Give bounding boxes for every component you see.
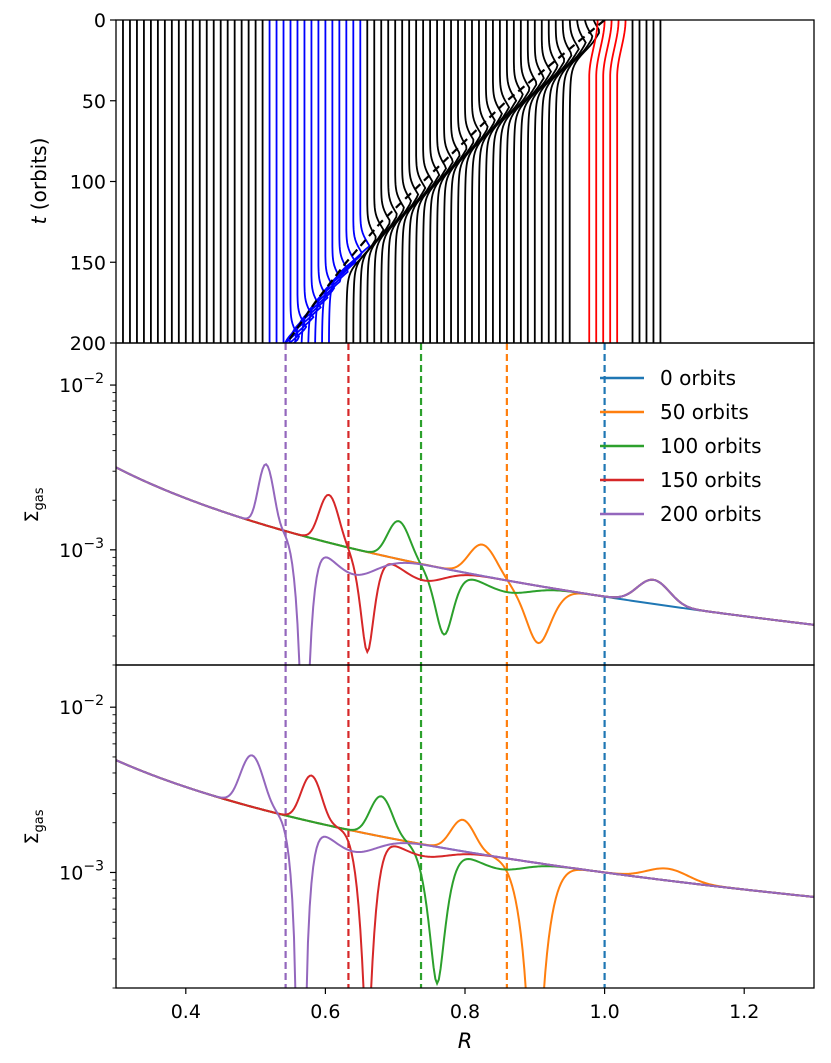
top-panel: 0 50 100 150 200 t (orbits)	[27, 10, 662, 355]
bottom-plot-area	[116, 665, 814, 988]
trajectory-line	[321, 20, 363, 343]
trajectory-lines	[122, 20, 662, 343]
trajectory-line	[457, 20, 489, 343]
trajectory-line	[289, 20, 300, 343]
x-tick-label: 1.0	[589, 1001, 619, 1023]
trajectory-line	[328, 20, 371, 343]
y-tick-label: 10−2	[59, 371, 104, 397]
trajectory-line	[595, 20, 606, 343]
trajectory-line	[568, 20, 600, 343]
trajectory-line	[380, 20, 413, 343]
top-ylabel: t (orbits)	[27, 138, 51, 225]
trajectory-line	[616, 20, 627, 343]
resonance-track	[286, 20, 606, 343]
series-line	[116, 463, 814, 665]
trajectory-line	[547, 20, 580, 343]
legend-label: 200 orbits	[660, 502, 762, 526]
y-tick-label: 100	[70, 172, 106, 194]
bottom-y-ticks: 10−2 10−3	[59, 693, 116, 989]
trajectory-line	[492, 20, 524, 343]
trajectory-line	[366, 20, 398, 343]
middle-y-ticks: 10−2 10−3	[59, 371, 116, 666]
trajectory-line	[394, 20, 427, 343]
series-line	[116, 759, 814, 898]
trajectory-line	[526, 20, 559, 343]
middle-panel: 10−2 10−3 Σgas 0 orbits 50 orbits 100 orbit…	[21, 343, 814, 666]
trajectory-line	[512, 20, 545, 343]
y-tick-label: 200	[70, 333, 106, 355]
trajectory-line	[284, 20, 315, 343]
trajectory-line	[464, 20, 496, 343]
trajectory-line	[533, 20, 566, 343]
trajectory-line	[408, 20, 441, 343]
bottom-panel: 10−2 10−3 0.4 0.6 0.8 1.0 1.2 Σgas R	[21, 665, 814, 1053]
trajectory-line	[436, 20, 468, 343]
top-y-ticks: 0 50 100 150 200	[70, 10, 116, 355]
x-axis-label: R	[458, 1029, 473, 1053]
series-line	[116, 759, 814, 987]
trajectory-line	[540, 20, 573, 343]
trajectory-line	[499, 20, 531, 343]
legend-label: 150 orbits	[660, 468, 762, 492]
middle-ylabel: Σgas	[21, 487, 47, 522]
trajectory-line	[373, 20, 405, 343]
trajectory-line	[345, 20, 377, 343]
trajectory-line	[478, 20, 511, 343]
legend: 0 orbits 50 orbits 100 orbits 150 orbits 200…	[600, 366, 762, 526]
trajectory-line	[289, 20, 308, 343]
trajectory-line	[401, 20, 434, 343]
bottom-axes-frame	[115, 664, 815, 989]
series-line	[116, 754, 814, 988]
x-ticks: 0.4 0.6 0.8 1.0 1.2	[171, 988, 759, 1023]
trajectory-line	[450, 20, 482, 343]
x-tick-label: 1.2	[729, 1001, 759, 1023]
x-tick-label: 0.4	[171, 1001, 201, 1023]
trajectory-line	[443, 20, 475, 343]
y-tick-label: 50	[82, 91, 106, 113]
y-tick-label: 10−3	[59, 858, 104, 884]
y-tick-label: 10−3	[59, 536, 104, 562]
trajectory-line	[359, 20, 391, 343]
trajectory-line	[352, 20, 385, 343]
trajectory-line	[485, 20, 518, 343]
trajectory-line	[588, 20, 599, 343]
trajectory-line	[561, 20, 594, 343]
y-tick-label: 0	[94, 10, 106, 32]
legend-label: 100 orbits	[660, 434, 762, 458]
trajectory-line	[554, 20, 587, 343]
trajectory-line	[602, 20, 613, 343]
trajectory-line	[387, 20, 420, 343]
x-tick-label: 0.6	[310, 1001, 340, 1023]
trajectory-line	[294, 20, 336, 343]
series-line	[116, 466, 814, 645]
trajectory-line	[519, 20, 552, 343]
trajectory-line	[609, 20, 620, 343]
bottom-ylabel: Σgas	[21, 809, 47, 844]
x-tick-label: 0.8	[450, 1001, 480, 1023]
y-tick-label: 10−2	[59, 693, 104, 719]
trajectory-line	[314, 20, 357, 343]
middle-plot-area	[116, 343, 814, 665]
trajectory-line	[288, 20, 329, 343]
legend-label: 50 orbits	[660, 400, 749, 424]
trajectory-line	[505, 20, 538, 343]
trajectory-line	[429, 20, 461, 343]
y-tick-label: 150	[70, 252, 106, 274]
legend-label: 0 orbits	[660, 366, 736, 390]
trajectory-line	[307, 20, 349, 343]
trajectory-line	[284, 20, 322, 343]
trajectory-line	[471, 20, 503, 343]
series-line	[116, 466, 814, 636]
